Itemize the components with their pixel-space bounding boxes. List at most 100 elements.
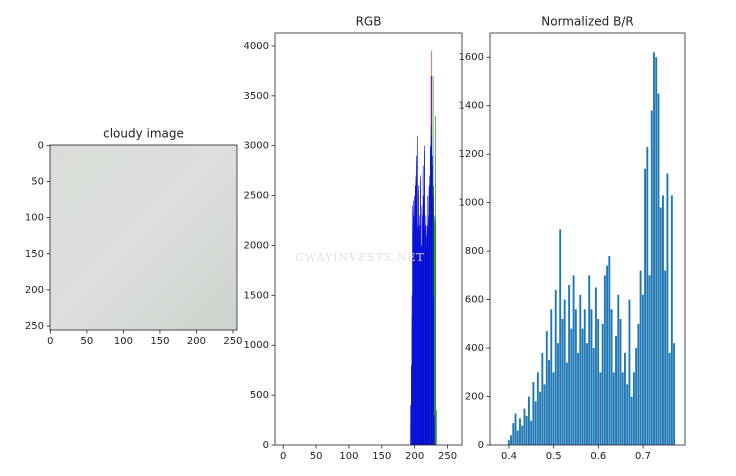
- hist-bar: [608, 255, 611, 445]
- x-tick-label: 200: [187, 336, 206, 347]
- hist-bar: [570, 328, 573, 445]
- hist-bar: [610, 309, 613, 445]
- hist-bar: [597, 318, 600, 445]
- hist-bar: [579, 294, 582, 445]
- hist-bar: [523, 408, 526, 445]
- y-tick-label: 1500: [244, 290, 269, 301]
- hist-bar: [417, 225, 419, 445]
- hist-bar: [655, 57, 658, 446]
- hist-bar: [507, 440, 510, 445]
- hist-bar: [415, 185, 416, 445]
- hist-bar: [641, 294, 644, 445]
- y-tick-label: 100: [25, 213, 44, 224]
- hist-bar: [434, 215, 435, 445]
- hist-bar: [601, 323, 604, 445]
- y-tick-label: 0: [478, 440, 484, 451]
- hist-bar: [541, 352, 544, 445]
- subplot: 0.4 0.5 0.6 0.7 0 200 400 600 800 1000 1200 1400 160…: [459, 15, 686, 462]
- x-tick-label: 100: [339, 451, 358, 462]
- hist-bar: [415, 175, 417, 445]
- y-tick-label: 2500: [244, 191, 269, 202]
- y-tick-label: 150: [25, 249, 44, 260]
- hist-bar: [435, 115, 436, 445]
- hist-bar: [586, 343, 588, 445]
- hist-bar: [434, 220, 436, 445]
- hist-bar: [644, 168, 647, 445]
- hist-bar: [411, 365, 412, 445]
- x-tick-label: 50: [310, 451, 323, 462]
- hist-bar: [559, 229, 562, 445]
- hist-bar: [673, 343, 676, 445]
- hist-bar: [429, 175, 431, 445]
- hist-bar: [548, 360, 550, 445]
- y-tick-label: 200: [465, 392, 484, 403]
- hist-bar: [425, 215, 427, 445]
- hist-bar: [659, 207, 662, 445]
- hist-bar: [510, 435, 513, 445]
- hist-bar: [581, 328, 584, 445]
- hist-bar: [512, 423, 515, 445]
- hist-bar: [552, 372, 555, 445]
- hist-bar: [536, 372, 539, 445]
- hist-bar: [670, 195, 673, 445]
- y-tick-label: 0: [263, 440, 269, 451]
- hist-bar: [646, 146, 649, 445]
- watermark: CWAYINVESTS.NET: [295, 251, 424, 264]
- hist-bar: [424, 145, 425, 446]
- hist-bar: [534, 401, 537, 445]
- hist-bar: [411, 295, 413, 445]
- x-tick-label: 0.7: [635, 451, 651, 462]
- x-tick-label: 50: [81, 336, 94, 347]
- y-tick-label: 3500: [244, 91, 269, 102]
- hist-bar: [664, 270, 667, 445]
- hist-bar: [545, 331, 548, 445]
- hist-bar: [431, 135, 433, 445]
- hist-bar: [436, 410, 437, 445]
- hist-bar: [430, 75, 432, 446]
- hist-bar: [423, 195, 425, 445]
- hist-bar: [588, 275, 591, 445]
- y-tick-label: 1400: [459, 101, 484, 112]
- hist-bar: [594, 287, 597, 445]
- x-tick-label: 0.5: [546, 451, 562, 462]
- y-tick-label: 800: [465, 246, 484, 257]
- hist-bar: [661, 195, 664, 445]
- x-tick-label: 0.4: [501, 451, 517, 462]
- y-tick-label: 2000: [244, 240, 269, 251]
- hist-bar: [624, 352, 626, 445]
- hist-bar: [650, 110, 653, 445]
- y-tick-label: 400: [465, 343, 484, 354]
- hist-bar: [412, 205, 413, 445]
- hist-bar: [521, 425, 524, 445]
- hist-bar: [563, 299, 566, 445]
- hist-bar: [419, 225, 421, 445]
- x-tick-label: 200: [405, 451, 424, 462]
- hist-bar: [619, 318, 622, 445]
- hist-bar: [554, 289, 557, 445]
- hist-bar: [557, 343, 559, 445]
- hist-bar: [572, 275, 575, 445]
- hist-bar: [432, 195, 434, 445]
- hist-bar: [583, 309, 586, 445]
- hist-bar: [422, 215, 423, 445]
- hist-bar: [577, 352, 580, 445]
- hist-bar: [516, 430, 519, 445]
- hist-bar: [599, 372, 602, 445]
- x-tick-label: 0: [280, 451, 286, 462]
- x-tick-label: 0: [47, 336, 53, 347]
- hist-bar: [416, 135, 418, 445]
- hist-bar: [539, 391, 542, 445]
- y-tick-label: 250: [25, 321, 44, 332]
- hist-bar: [612, 372, 615, 445]
- hist-bar: [666, 173, 669, 446]
- hist-bar: [430, 145, 431, 446]
- hist-bar: [422, 165, 424, 445]
- hist-bar: [603, 275, 606, 445]
- y-tick-label: 1600: [459, 52, 484, 63]
- y-tick-label: 3000: [244, 141, 269, 152]
- x-tick-label: 250: [223, 336, 242, 347]
- y-tick-label: 1000: [459, 198, 484, 209]
- hist-bar: [532, 381, 535, 445]
- hist-bar: [590, 309, 593, 445]
